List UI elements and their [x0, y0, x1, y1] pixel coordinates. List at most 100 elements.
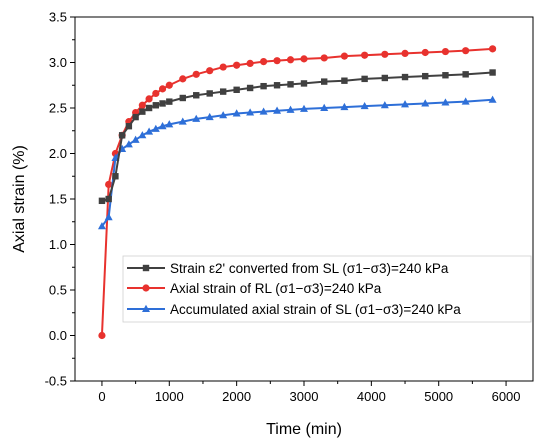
data-point: [132, 113, 139, 121]
data-point: [260, 82, 267, 90]
data-point: [273, 82, 281, 89]
data-point: [273, 57, 281, 65]
data-point: [462, 47, 470, 55]
data-point: [193, 92, 200, 99]
data-point: [461, 97, 470, 105]
data-point: [320, 103, 329, 111]
data-point: [401, 100, 410, 108]
data-point: [441, 98, 450, 106]
data-point: [192, 114, 201, 122]
data-point: [360, 101, 369, 110]
y-tick-label: -0.5: [45, 374, 67, 389]
data-point: [105, 180, 113, 189]
data-point: [286, 56, 295, 64]
x-tick-label: 0: [98, 389, 105, 404]
data-point: [138, 101, 146, 109]
data-point: [131, 135, 140, 143]
data-point: [441, 47, 450, 56]
data-point: [320, 54, 328, 62]
legend-box: [122, 255, 532, 323]
x-tick-label: 1000: [155, 389, 184, 404]
data-point: [178, 117, 187, 125]
data-point: [192, 70, 200, 78]
axes: 0 1000 2000 3000 4000 5000 6000 -0.5 0.0 0.5 1.0 1.…: [45, 10, 521, 405]
data-point: [179, 75, 187, 83]
data-point: [259, 107, 268, 115]
data-point: [165, 120, 174, 128]
data-point: [489, 69, 496, 76]
x-axis-title: Time (min): [266, 421, 342, 438]
data-point: [179, 94, 186, 102]
data-point: [273, 106, 282, 114]
y-axis-title: Axial strain (%): [11, 145, 28, 253]
data-point: [300, 55, 308, 63]
x-tick-label: 5000: [424, 389, 453, 404]
data-point: [340, 52, 349, 60]
legend-marker: [142, 284, 150, 292]
data-point: [124, 140, 133, 148]
data-point: [246, 108, 255, 116]
legend: Strain ε2' converted from SL (σ1−σ3)=240…: [122, 255, 532, 323]
data-point: [112, 173, 119, 180]
data-point: [219, 111, 228, 119]
data-point: [442, 72, 449, 79]
legend-marker: [142, 304, 150, 312]
data-point: [300, 104, 308, 112]
data-point: [421, 99, 430, 107]
data-point: [159, 100, 166, 107]
x-tick-label: 2000: [222, 389, 251, 404]
data-point: [145, 95, 153, 103]
data-point: [259, 57, 268, 66]
data-point: [422, 72, 429, 80]
data-point: [98, 197, 106, 205]
data-point: [219, 88, 227, 95]
legend-label: Axial strain of RL (σ1−σ3)=240 kPa: [170, 281, 382, 296]
data-point: [166, 98, 173, 105]
data-point: [165, 81, 173, 89]
data-point: [138, 131, 147, 139]
data-point: [401, 49, 409, 58]
x-tick-label: 3000: [290, 389, 319, 404]
data-point: [104, 213, 113, 221]
data-point: [219, 63, 227, 71]
data-point: [381, 74, 389, 82]
data-point: [341, 77, 348, 84]
data-point: [152, 89, 160, 98]
y-tick-label: 3.5: [49, 10, 67, 25]
data-point: [206, 90, 213, 97]
series-2: [97, 95, 497, 230]
data-point: [421, 48, 429, 57]
data-point: [361, 51, 369, 59]
y-tick-label: 0.5: [49, 283, 67, 298]
series-0: [98, 69, 496, 205]
data-point: [462, 71, 469, 78]
y-tick-label: 1.0: [49, 237, 67, 252]
data-point: [340, 102, 349, 111]
series-line: [101, 98, 493, 227]
data-point: [286, 105, 295, 113]
data-point: [97, 222, 106, 230]
data-point: [152, 102, 160, 109]
data-point: [125, 123, 133, 130]
data-point: [145, 104, 153, 112]
data-point: [246, 84, 254, 92]
data-point: [139, 108, 146, 115]
x-tick-label: 4000: [357, 389, 386, 404]
data-point: [118, 132, 126, 139]
x-tick-label: 6000: [492, 389, 521, 404]
y-tick-label: 3.0: [49, 55, 67, 70]
data-point: [232, 109, 241, 117]
data-point: [158, 122, 167, 130]
series-layer: [97, 45, 497, 340]
data-point: [300, 80, 308, 87]
data-point: [246, 59, 254, 68]
data-point: [361, 75, 368, 83]
data-point: [401, 73, 409, 81]
y-tick-label: 1.5: [49, 192, 67, 207]
legend-label: Strain ε2' converted from SL (σ1−σ3)=240…: [170, 261, 449, 276]
data-point: [380, 101, 389, 109]
data-point: [98, 331, 106, 340]
legend-marker: [142, 264, 150, 272]
data-point: [145, 127, 154, 135]
